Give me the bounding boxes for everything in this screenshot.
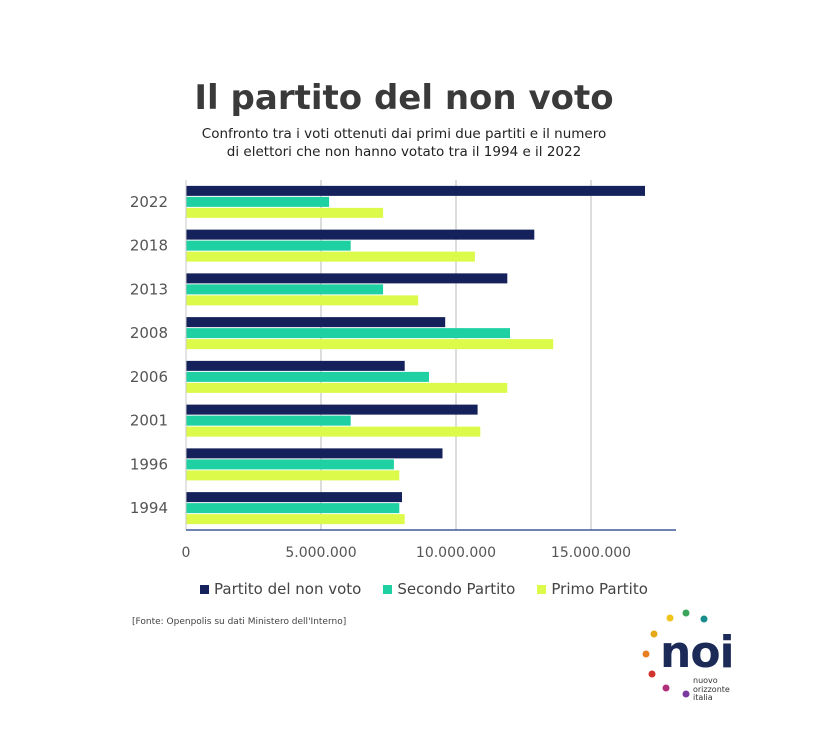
legend-label-secondo: Secondo Partito bbox=[397, 580, 516, 598]
bar-2022-series-3 bbox=[186, 207, 384, 218]
bar-1994-series-3 bbox=[186, 514, 405, 525]
bar-2008-series-2 bbox=[186, 328, 510, 339]
category-label-2008: 2008 bbox=[130, 324, 168, 342]
logo-tagline-line-2: orizzonte bbox=[693, 684, 730, 694]
legend-swatch-non-voto bbox=[200, 584, 209, 594]
logo-dot bbox=[682, 609, 690, 617]
logo-dot bbox=[648, 670, 656, 678]
logo-dot bbox=[682, 690, 690, 698]
bar-2022-series-1 bbox=[186, 185, 645, 196]
chart-legend: Partito del non voto Secondo Partito Pri… bbox=[200, 580, 648, 598]
category-label-2001: 2001 bbox=[130, 412, 168, 430]
noi-logo-dots bbox=[642, 609, 708, 698]
bar-1996-series-3 bbox=[186, 470, 400, 481]
legend-item-non-voto: Partito del non voto bbox=[200, 580, 361, 598]
legend-item-primo: Primo Partito bbox=[537, 580, 648, 598]
category-label-2022: 2022 bbox=[130, 193, 168, 211]
bar-chart: 2022 2018 2013 2008 2006 2001 1996 1994 0 5.000.0… bbox=[130, 180, 676, 561]
bar-1996-series-1 bbox=[186, 448, 443, 459]
logo-tagline-line-1: nuovo bbox=[693, 676, 718, 685]
logo-dot bbox=[666, 614, 674, 622]
bar-1994-series-2 bbox=[186, 503, 400, 514]
x-tick-label: 0 bbox=[182, 545, 191, 561]
subtitle-line-2: di elettori che non hanno votato tra il … bbox=[226, 144, 582, 160]
legend-label-non-voto: Partito del non voto bbox=[214, 580, 362, 598]
logo-tagline: nuovo orizzonte italia bbox=[693, 676, 730, 703]
bar-1996-series-2 bbox=[186, 459, 394, 470]
x-tick-label: 15.000.000 bbox=[551, 545, 631, 561]
category-label-2013: 2013 bbox=[130, 280, 168, 298]
logo-tagline-line-3: italia bbox=[693, 693, 713, 702]
bar-2013-series-2 bbox=[186, 284, 384, 295]
bar-2008-series-3 bbox=[186, 339, 554, 350]
chart-title: Il partito del non voto bbox=[194, 78, 614, 118]
logo-dot bbox=[700, 615, 708, 623]
legend-swatch-secondo bbox=[383, 584, 393, 594]
bar-2008-series-1 bbox=[186, 317, 446, 328]
category-label-1996: 1996 bbox=[130, 455, 168, 473]
bar-2018-series-3 bbox=[186, 251, 475, 262]
bar-1994-series-1 bbox=[186, 492, 402, 503]
bar-2001-series-1 bbox=[186, 404, 478, 415]
category-label-2018: 2018 bbox=[130, 237, 168, 255]
bar-2022-series-2 bbox=[186, 196, 330, 207]
legend-swatch-primo bbox=[537, 584, 547, 594]
bar-2001-series-3 bbox=[186, 426, 481, 437]
logo-dot bbox=[650, 630, 658, 638]
logo-dot bbox=[662, 684, 670, 692]
x-tick-label: 10.000.000 bbox=[416, 545, 496, 561]
legend-label-primo: Primo Partito bbox=[551, 580, 648, 598]
source-note: [Fonte: Openpolis su dati Ministero dell… bbox=[132, 617, 347, 627]
chart-subtitle: Confronto tra i voti ottenuti dai primi … bbox=[150, 125, 658, 161]
bar-2006-series-1 bbox=[186, 360, 405, 371]
bar-2013-series-3 bbox=[186, 295, 419, 306]
x-tick-label: 5.000.000 bbox=[285, 545, 356, 561]
bar-2006-series-3 bbox=[186, 382, 508, 393]
bar-2013-series-1 bbox=[186, 273, 508, 284]
bar-2018-series-1 bbox=[186, 229, 535, 240]
logo-wordmark: noi bbox=[660, 627, 735, 678]
bar-2001-series-2 bbox=[186, 415, 351, 426]
bar-2018-series-2 bbox=[186, 240, 351, 251]
logo-dot bbox=[642, 650, 650, 658]
legend-item-secondo: Secondo Partito bbox=[383, 580, 515, 598]
category-label-2006: 2006 bbox=[130, 368, 168, 386]
category-label-1994: 1994 bbox=[130, 499, 168, 517]
subtitle-line-1: Confronto tra i voti ottenuti dai primi … bbox=[201, 126, 607, 142]
bar-2006-series-2 bbox=[186, 371, 429, 382]
